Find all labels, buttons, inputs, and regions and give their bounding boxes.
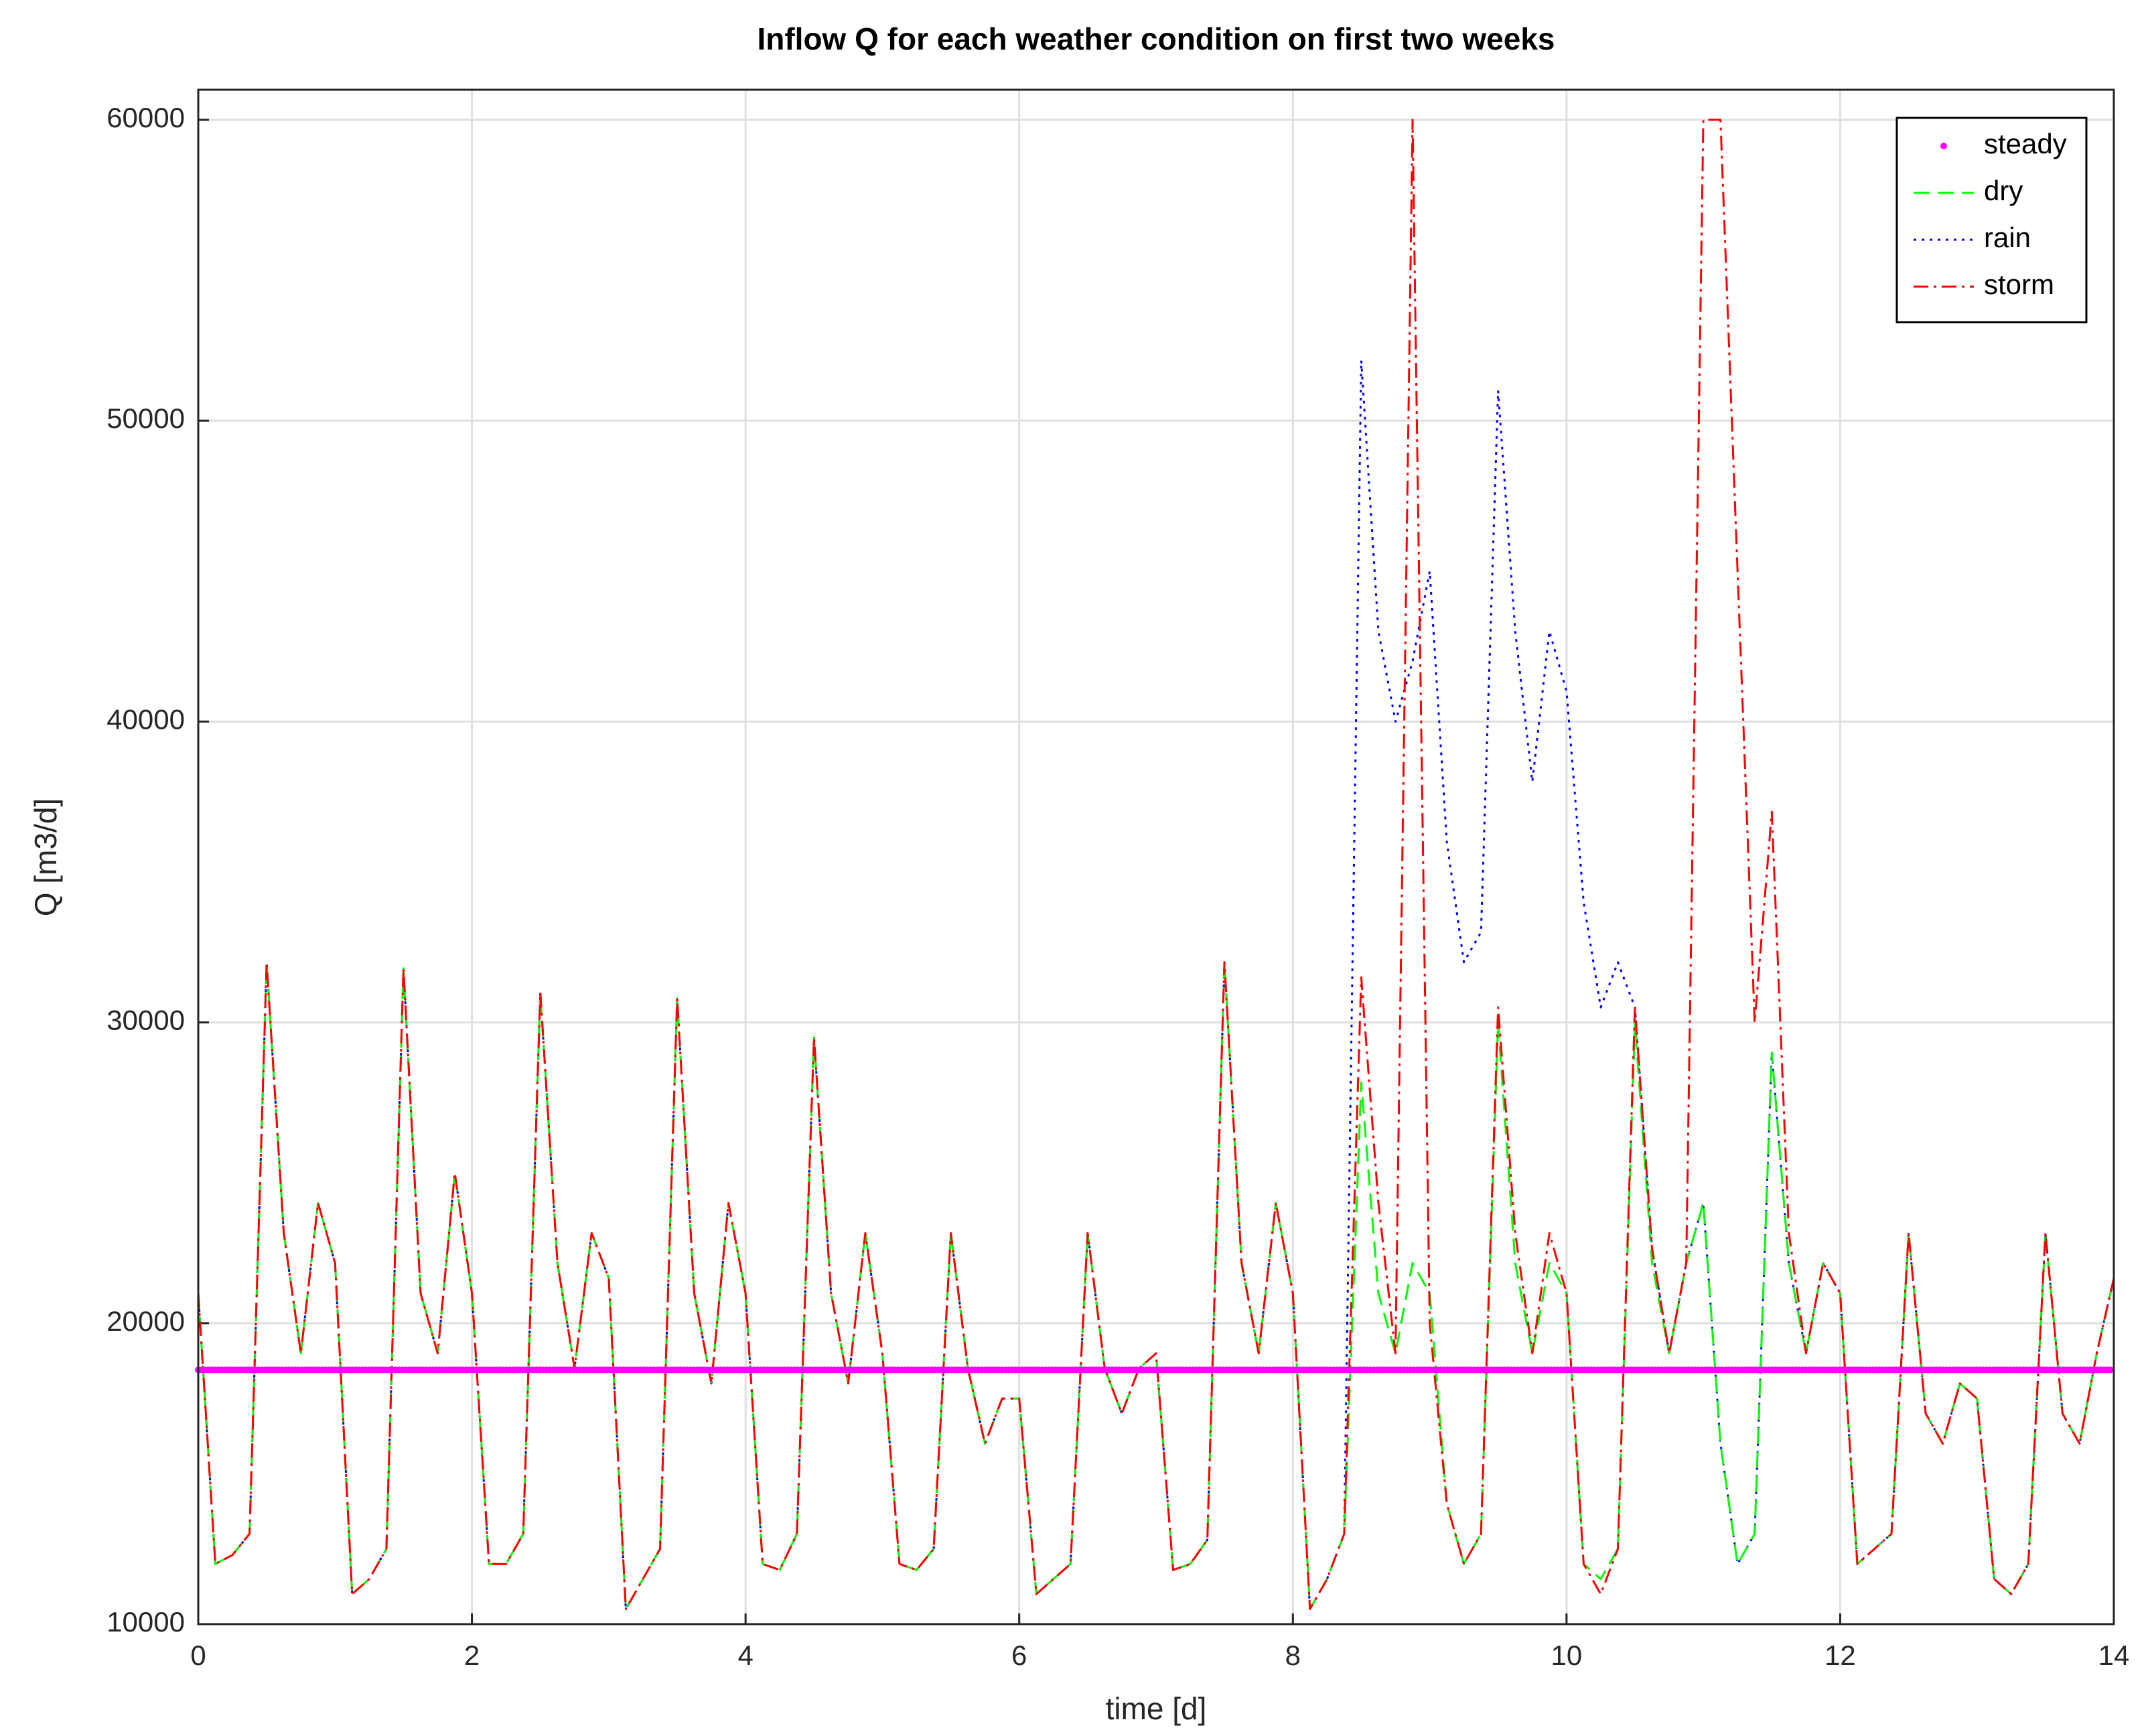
legend: steady dry rain storm [1895,117,2088,323]
legend-marker [1940,143,1947,149]
legend-label: dry [1984,175,2023,206]
y-tick-label: 20000 [106,1305,185,1337]
y-axis-label: Q [m3/d] [28,798,63,916]
series-line [197,119,2115,1610]
y-tick-label: 50000 [106,403,185,434]
x-tick-label: 8 [1285,1640,1301,1671]
chart-title: Inflow Q for each weather condition on f… [757,21,1555,56]
legend-label: rain [1984,222,2031,253]
x-tick-label: 0 [190,1640,206,1671]
legend-label: steady [1984,128,2067,159]
x-tick-label: 4 [737,1640,753,1671]
x-tick-label: 2 [464,1640,480,1671]
legend-box [1895,117,2088,323]
x-axis-label: time [d] [1106,1691,1207,1726]
y-tick-label: 40000 [106,703,185,735]
x-tick-label: 10 [1551,1640,1582,1671]
x-tick-label: 12 [1824,1640,1856,1671]
legend-label: storm [1984,269,2054,300]
x-tick-label: 14 [2098,1640,2130,1671]
y-tick-label: 60000 [106,102,185,133]
series-line [197,961,2115,1610]
x-tick-label: 6 [1011,1640,1027,1671]
y-tick-label: 10000 [106,1606,185,1638]
plot-frame [197,88,2115,1625]
y-tick-label: 30000 [106,1005,185,1036]
